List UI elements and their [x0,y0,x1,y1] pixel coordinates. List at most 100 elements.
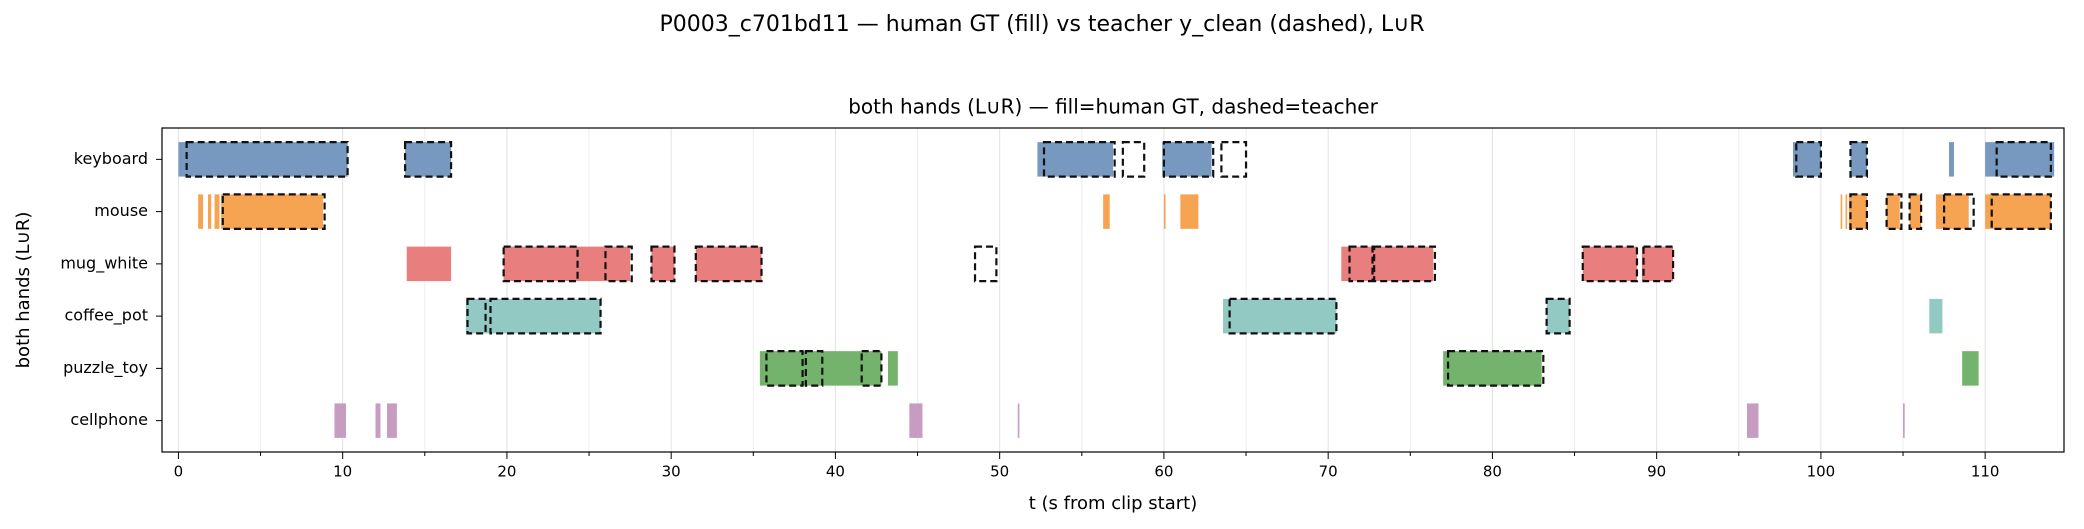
teacher-segment [403,141,453,178]
teacher-segment [1885,193,1903,230]
x-tick-label: 10 [333,463,352,481]
teacher-segment [489,297,602,335]
teacher-segment [1995,141,2052,178]
gt-segment [1747,403,1759,438]
gt-segment [1929,298,1943,334]
teacher-segment [502,245,579,283]
gt-segment [1792,142,1821,177]
teacher-segment [1581,245,1639,283]
teacher-segment [1228,297,1338,335]
gt-segment [1840,194,1843,229]
gt-segment [759,351,882,386]
gt-segment [503,246,631,282]
teacher-segment [1849,141,1869,178]
x-tick-label: 100 [1807,463,1836,481]
teacher-segment [466,297,487,335]
gt-segment [406,246,452,282]
teacher-segment [1220,141,1248,178]
teacher-segment [1042,141,1116,178]
gt-segment [387,403,397,438]
gt-segment [887,351,898,386]
y-tick-label: coffee_pot [64,306,148,326]
teacher-segment [650,245,676,283]
gt-segment [221,194,323,229]
gt-segment [1162,142,1212,177]
gt-segment [1641,246,1674,282]
x-tick-label: 30 [662,463,681,481]
teacher-segment [185,141,349,178]
plot-frame [161,127,2065,453]
teacher-segment [1446,350,1545,387]
teacher-segment [1162,141,1215,178]
x-tick-label: 40 [826,463,845,481]
teacher-segment [1942,193,1975,230]
gt-segment [1886,194,1900,229]
gt-segment [334,403,346,438]
gt-segment [1845,194,1848,229]
gt-segment [1903,403,1905,438]
gt-segment [465,298,601,334]
teacher-segment [973,245,998,283]
gt-segment [909,403,923,438]
teacher-segment [1121,141,1146,178]
gt-segment [214,194,220,229]
x-tick-label: 50 [990,463,1009,481]
gt-segment [1341,246,1434,282]
teacher-segment [1642,245,1675,283]
x-tick-label: 20 [497,463,516,481]
y-tick-label: puzzle_toy [63,358,148,378]
gt-segment [695,246,762,282]
gt-segment [1850,142,1867,177]
teacher-segment [1348,245,1374,283]
teacher-segment [1849,193,1869,230]
gt-segment [1962,351,1979,386]
chart-title: P0003_c701bd11 — human GT (fill) vs teac… [660,12,1425,37]
axes-title: both hands (L∪R) — fill=human GT, dashed… [848,95,1378,119]
gt-segment [1103,194,1110,229]
y-tick-label: mouse [94,201,148,220]
gt-segment [1848,194,1867,229]
y-axis-label: both hands (L∪R) [13,212,34,369]
gt-segment [178,142,348,177]
x-tick-label: 110 [1971,463,2000,481]
gt-segment [1163,194,1166,229]
teacher-segment [860,350,883,387]
gt-segment [1985,194,2051,229]
gt-segment [1546,298,1570,334]
gt-segment [198,194,204,229]
gt-segment [1443,351,1542,386]
teacher-segment [765,350,804,387]
teacher-segment [804,350,824,387]
gt-segment [1223,298,1337,334]
x-tick-label: 0 [174,463,184,481]
x-tick-label: 60 [1154,463,1173,481]
gt-segment [1949,142,1954,177]
gt-segment [1985,142,2055,177]
gt-segment [405,142,452,177]
gt-segment [375,403,381,438]
gt-segment [1180,194,1199,229]
gt-segment [1037,142,1113,177]
gt-segment [651,246,675,282]
teacher-segment [221,193,326,230]
y-tick-label: cellphone [70,410,148,429]
teacher-segment [694,245,763,283]
gt-segment [207,194,212,229]
teacher-segment [1908,193,1923,230]
teacher-segment [1795,141,1823,178]
gt-segment [1935,194,1969,229]
gt-segment [1909,194,1922,229]
gt-segment [1582,246,1637,282]
x-tick-label: 80 [1483,463,1502,481]
gt-segment [1017,403,1020,438]
x-tick-label: 70 [1319,463,1338,481]
x-axis-label: t (s from clip start) [1029,493,1198,514]
teacher-segment [1545,297,1571,335]
teacher-segment [1373,245,1437,283]
teacher-segment [604,245,633,283]
y-tick-label: mug_white [60,253,148,273]
teacher-segment [1990,193,2052,230]
y-tick-label: keyboard [74,149,148,168]
